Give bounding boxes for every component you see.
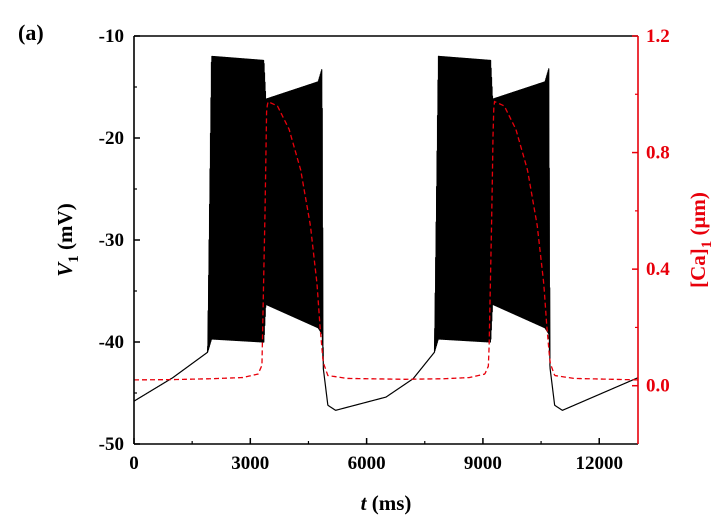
right-y-axis-title-subscript: 1 (699, 241, 715, 249)
x-ticks: 0 3000 6000 9000 12000 (129, 438, 623, 474)
left-y-tick-label: -10 (99, 26, 124, 47)
left-y-tick-label: -20 (99, 128, 124, 149)
right-y-ticks: 1.2 0.8 0.4 0.0 (632, 26, 670, 397)
x-tick-label: 6000 (348, 453, 386, 474)
plot-area (133, 36, 639, 444)
x-axis-title-variable: t (361, 491, 368, 515)
right-y-tick-label: 0.8 (646, 143, 670, 164)
panel-label: (a) (18, 20, 44, 45)
x-axis-title: t (ms) (361, 491, 412, 515)
left-y-tick-label: -50 (99, 434, 124, 455)
x-tick-label: 3000 (231, 453, 269, 474)
left-y-tick-label: -40 (99, 332, 124, 353)
x-tick-label: 0 (129, 453, 139, 474)
series-ca1-line (133, 100, 639, 381)
series-layer (133, 55, 639, 411)
left-y-tick-label: -30 (99, 230, 124, 251)
left-y-axis-title-unit: (mV) (53, 203, 77, 255)
right-y-axis-title: [Ca]1 (μm) (686, 192, 715, 288)
right-y-tick-label: 1.2 (646, 26, 670, 47)
left-y-axis-title: V1 (mV) (53, 203, 82, 276)
right-y-tick-label: 0.0 (646, 376, 670, 397)
series-v1-line (133, 55, 639, 411)
x-tick-label: 9000 (464, 453, 502, 474)
right-y-tick-label: 0.4 (646, 259, 670, 280)
right-y-axis-title-unit: (μm) (686, 192, 710, 241)
left-y-ticks: -10 -20 -30 -40 -50 (99, 26, 140, 455)
x-tick-label: 12000 (575, 453, 623, 474)
left-y-axis-title-subscript: 1 (66, 255, 82, 263)
left-y-axis-title-variable: V (53, 261, 77, 277)
right-y-axis-title-variable: [Ca] (686, 248, 710, 288)
x-axis-title-unit: (ms) (366, 491, 411, 515)
